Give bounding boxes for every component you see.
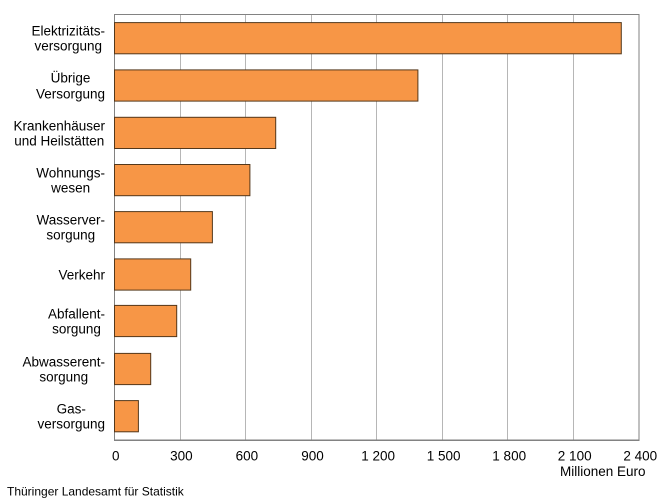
svg-text:1 500: 1 500 xyxy=(427,449,461,464)
svg-text:Millionen Euro: Millionen Euro xyxy=(560,464,646,479)
svg-text:0: 0 xyxy=(112,449,120,464)
svg-text:1 800: 1 800 xyxy=(492,449,526,464)
svg-text:900: 900 xyxy=(301,449,324,464)
svg-text:1 200: 1 200 xyxy=(361,449,395,464)
svg-text:2 100: 2 100 xyxy=(558,449,592,464)
svg-text:2 400: 2 400 xyxy=(623,449,657,464)
svg-text:300: 300 xyxy=(170,449,193,464)
svg-text:600: 600 xyxy=(236,449,259,464)
svg-text:Thüringer Landesamt für Statis: Thüringer Landesamt für Statistik xyxy=(7,485,185,499)
